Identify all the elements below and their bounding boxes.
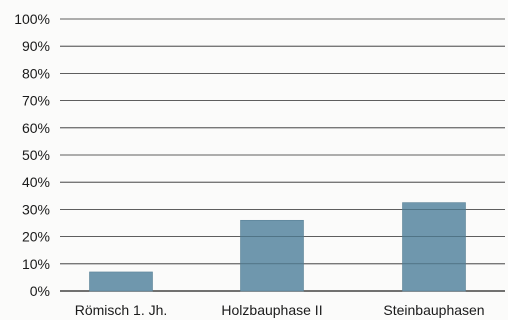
x-category-label: Steinbauphasen [383, 302, 484, 318]
bar-3 [402, 202, 466, 292]
y-tick-label: 40% [22, 174, 50, 190]
y-tick-label: 70% [22, 93, 50, 109]
y-tick-label: 60% [22, 120, 50, 136]
x-category-label: Holzbauphase II [221, 302, 322, 318]
y-tick-label: 90% [22, 38, 50, 54]
y-tick-label: 10% [22, 256, 50, 272]
x-axis-category-labels: Römisch 1. Jh. Holzbauphase II Steinbaupha… [75, 302, 485, 318]
y-tick-label: 100% [14, 11, 50, 27]
x-category-label: Römisch 1. Jh. [75, 302, 168, 318]
bars [89, 202, 466, 292]
bar-1 [89, 271, 153, 292]
y-tick-label: 0% [30, 283, 50, 299]
y-axis-tick-labels: 0% 10% 20% 30% 40% 50% 60% 70% 80% 90% 100% [14, 11, 50, 299]
y-tick-label: 80% [22, 65, 50, 81]
y-tick-label: 30% [22, 201, 50, 217]
bar-2 [240, 219, 304, 292]
y-tick-label: 50% [22, 147, 50, 163]
gridlines [60, 18, 505, 292]
y-tick-label: 20% [22, 229, 50, 245]
